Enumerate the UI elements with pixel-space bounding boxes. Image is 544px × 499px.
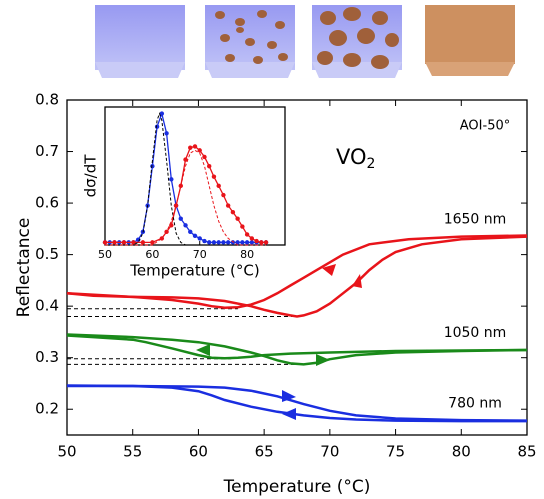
inset-point [244,232,250,237]
series-label: 780 nm [448,396,502,412]
inset-point [188,145,193,150]
plot-frame [66,99,528,436]
inset-point [211,240,217,245]
y-tick-label: 0.8 [35,91,59,109]
x-tick-label: 70 [320,443,339,461]
inset-point [140,240,146,245]
curve-cooling [66,384,527,423]
x-tick-label: 65 [255,443,274,461]
inset-point [154,124,160,129]
inset-x-tick-label: 80 [240,248,254,261]
material-subscript: 2 [367,156,376,172]
inset-point [131,240,136,245]
inset-point [121,240,127,245]
inset-point [202,154,207,160]
series-label: 1050 nm [444,325,507,341]
x-tick-label: 75 [386,443,405,461]
inset-x-label: Temperature (°C) [129,262,259,280]
x-tick-label: 55 [123,443,142,461]
y-tick-label: 0.2 [35,400,59,418]
inset-point [249,236,255,241]
inset-point [178,216,183,221]
inset-point [102,240,108,245]
inset-point [230,209,236,215]
y-tick-label: 0.3 [35,348,59,366]
main-plot: 50 55 60 65 70 75 80 85 0.2 0.3 0.4 0.5 0.6 0.7 0.8 Tem… [14,91,537,498]
angle-label: AOI-50° [460,119,510,134]
inset-point [259,240,264,245]
inset-point [249,240,255,245]
series-label: 1650 nm [444,212,507,228]
inset-fit-curve [105,149,267,246]
inset-point [159,111,165,116]
y-tick-label: 0.5 [35,245,59,263]
inset-point [183,157,188,162]
inset-point [235,240,240,245]
inset-point [183,223,188,228]
sample-film-1 [95,5,185,78]
inset-point [192,233,198,238]
direction-arrows [196,264,362,420]
inset-point [254,238,259,244]
inset-point [244,240,250,245]
inset-point [150,240,155,245]
curve-cooling [66,234,528,309]
y-tick-label: 0.6 [35,194,59,212]
inset-point [202,238,207,244]
material-formula: VO [336,145,367,169]
x-tick-label: 85 [517,443,536,461]
y-axis-label: Reflectance [14,218,34,318]
inset-point [240,240,245,245]
inset-point [216,183,221,189]
inset-point [225,240,231,245]
curve-cooling [66,334,528,360]
inset-point [207,163,212,169]
inset-frame [104,106,286,246]
inset-point [197,236,202,241]
material-label: VO2 [336,145,375,172]
inset-point [164,131,169,136]
inset-point [173,203,179,208]
inset-x-tick-label: 70 [193,248,207,261]
curve-heating [66,333,528,366]
sample-film-3 [312,5,402,78]
inset-x-tick-label: 60 [145,248,159,261]
inset-point [216,240,221,245]
inset-point [150,163,155,169]
inset-point [169,177,174,182]
y-tick-label: 0.7 [35,142,59,160]
x-tick-label: 50 [57,443,76,461]
inset-y-label: dσ/dT [82,154,100,198]
inset-point [112,240,117,245]
inset-point [192,144,198,149]
inset-point [221,240,226,245]
inset-point [235,216,240,221]
curve-heating [66,235,528,318]
sample-film-2 [205,5,295,78]
x-tick-label: 60 [189,443,208,461]
inset-point [197,148,202,153]
inset-point [211,174,217,179]
inset-point [207,240,212,245]
inset-point [263,240,269,245]
sample-illustrations [95,5,515,78]
inset-point [230,240,236,245]
inset-point [188,229,193,235]
inset-x-tick-label: 50 [98,248,112,261]
sample-film-4 [425,5,515,76]
curve-heating [67,384,528,422]
inset-point [240,224,245,229]
y-tick-label: 0.4 [35,297,59,315]
inset-point [221,192,226,198]
x-tick-label: 80 [452,443,471,461]
inset-point [225,203,231,208]
x-axis-label: Temperature (°C) [223,477,371,497]
